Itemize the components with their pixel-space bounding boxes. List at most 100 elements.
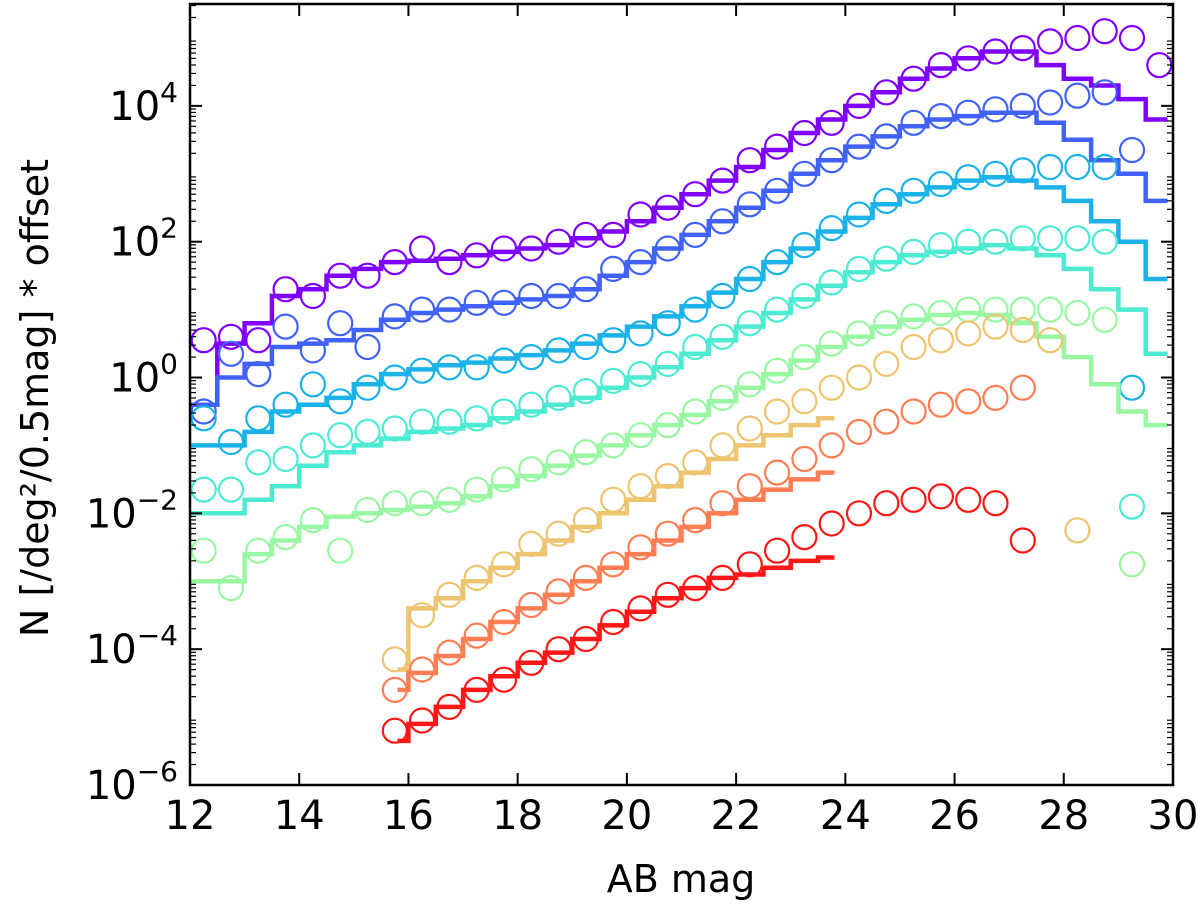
- data-point: [299, 506, 326, 534]
- data-point: [518, 456, 545, 483]
- data-point: [791, 160, 818, 187]
- data-point: [763, 398, 791, 425]
- data-point: [1118, 136, 1146, 164]
- data-point: [873, 245, 900, 272]
- data-point: [436, 486, 463, 513]
- y-tick-label: 10−4: [86, 619, 178, 673]
- step-line-band-8: [397, 555, 835, 744]
- data-point: [1091, 228, 1118, 255]
- y-tick-label: 102: [109, 212, 178, 266]
- x-axis: 12 14 16 18 20 22 24 26 28 30: [165, 4, 1198, 839]
- y-axis: 10−6 10−4 10−2 100 102 104: [86, 4, 1173, 809]
- data-point: [490, 398, 518, 425]
- data-point: [927, 102, 955, 130]
- data-point: [791, 119, 818, 147]
- data-point: [900, 65, 927, 92]
- data-point: [572, 378, 600, 405]
- data-point: [299, 282, 326, 310]
- data-point: [436, 354, 463, 381]
- step-line-band-5: [190, 310, 1168, 584]
- data-point: [381, 249, 408, 276]
- data-point: [327, 310, 354, 337]
- data-point: [818, 510, 845, 537]
- data-point: [436, 296, 463, 323]
- data-point: [682, 296, 709, 323]
- data-point: [791, 344, 818, 371]
- data-point: [1091, 153, 1118, 181]
- data-point: [900, 177, 927, 204]
- data-point: [818, 147, 845, 174]
- data-point: [763, 537, 791, 564]
- data-point: [654, 235, 681, 262]
- data-point: [927, 483, 955, 510]
- data-point: [845, 255, 873, 282]
- data-point: [545, 228, 572, 255]
- data-point: [927, 232, 955, 259]
- data-point: [518, 235, 545, 262]
- data-point: [600, 255, 627, 282]
- data-point: [900, 109, 927, 136]
- data-point: [1064, 82, 1091, 109]
- data-point: [736, 371, 763, 398]
- data-point: [627, 361, 654, 388]
- data-point: [409, 235, 436, 262]
- data-point: [818, 432, 845, 459]
- data-point: [327, 422, 354, 449]
- data-point: [217, 574, 245, 602]
- data-point: [709, 208, 736, 235]
- data-point: [763, 296, 791, 323]
- data-point: [490, 551, 518, 578]
- data-point: [682, 506, 709, 534]
- data-point: [955, 486, 982, 513]
- data-point: [381, 490, 408, 517]
- data-point: [463, 564, 490, 592]
- data-point: [409, 490, 436, 517]
- data-point: [463, 289, 490, 316]
- data-point: [463, 405, 490, 432]
- data-point: [736, 473, 763, 500]
- data-point: [873, 79, 900, 106]
- data-point: [654, 462, 681, 490]
- data-point: [982, 38, 1009, 65]
- data-point: [900, 303, 927, 330]
- data-point: [1036, 28, 1064, 55]
- data-point: [1118, 374, 1146, 401]
- data-point: [927, 51, 955, 79]
- data-point: [682, 333, 709, 361]
- step-line-band-7: [397, 470, 835, 693]
- data-point: [627, 473, 654, 500]
- data-point: [873, 187, 900, 214]
- data-point: [709, 384, 736, 411]
- data-point: [572, 221, 600, 248]
- data-point: [1009, 527, 1036, 554]
- data-point: [1009, 157, 1036, 184]
- data-point: [490, 666, 518, 693]
- data-point: [982, 490, 1009, 517]
- data-point: [900, 238, 927, 265]
- series-band-2: [190, 79, 1168, 425]
- data-point: [709, 323, 736, 350]
- step-line-band-6: [397, 416, 835, 672]
- data-point: [709, 564, 736, 592]
- data-point: [736, 265, 763, 293]
- data-point: [682, 398, 709, 425]
- data-point: [982, 228, 1009, 255]
- data-point: [955, 99, 982, 126]
- data-point: [381, 717, 408, 744]
- data-point: [190, 537, 217, 564]
- data-point: [1118, 551, 1146, 578]
- data-point: [873, 350, 900, 377]
- data-point: [245, 449, 272, 476]
- data-point: [381, 303, 408, 330]
- data-point: [272, 391, 299, 418]
- data-point: [982, 313, 1009, 340]
- x-tick-label: 16: [383, 793, 434, 839]
- data-point: [1009, 34, 1036, 62]
- data-point: [736, 551, 763, 578]
- data-point: [845, 500, 873, 527]
- data-point: [572, 439, 600, 466]
- x-axis-label: AB mag: [607, 857, 756, 901]
- data-point: [927, 170, 955, 198]
- data-point: [490, 289, 518, 316]
- data-point: [463, 476, 490, 503]
